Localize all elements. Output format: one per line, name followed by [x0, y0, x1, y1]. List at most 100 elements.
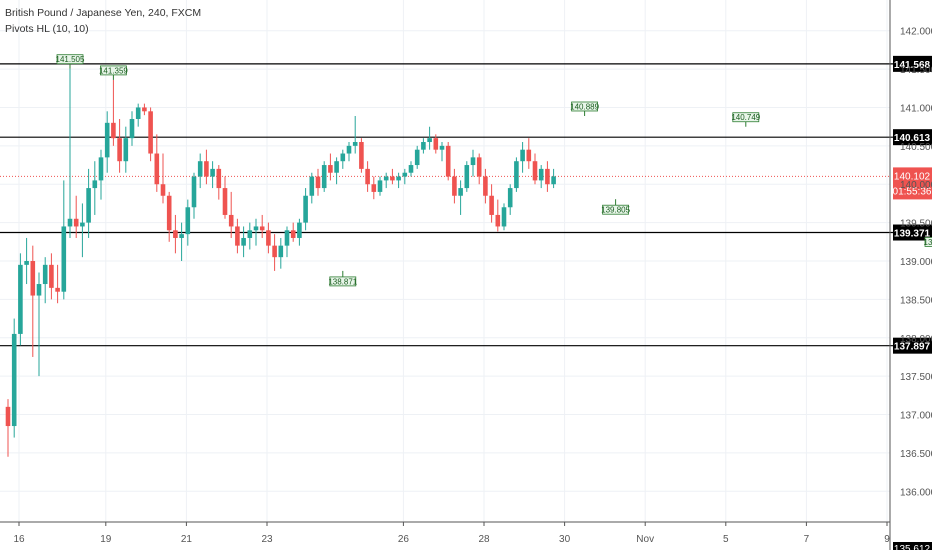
candle-body	[346, 145, 352, 154]
candle-body	[148, 111, 153, 154]
candle	[402, 168, 408, 185]
candle	[383, 172, 389, 189]
candle-body	[421, 142, 426, 150]
candle-body	[123, 138, 129, 162]
candle-body	[383, 176, 389, 181]
candle	[111, 79, 116, 146]
level-price-label: 140.613	[894, 133, 931, 144]
candle	[321, 161, 327, 192]
horizontal-levels[interactable]: 141.568 140.613 139.371 137.897 140.102 01:55…	[0, 55, 932, 354]
y-tick-label: 139.000	[900, 257, 932, 268]
candle	[501, 203, 507, 231]
x-tick-label: 28	[478, 534, 490, 545]
level-price-label: 137.897	[894, 342, 931, 353]
candle	[433, 134, 439, 154]
candle-body	[228, 214, 234, 227]
candle-body	[309, 176, 315, 196]
candle-body	[222, 188, 228, 215]
candle	[36, 272, 42, 377]
candle-body	[445, 145, 451, 177]
candle	[359, 138, 364, 173]
candle	[117, 118, 122, 173]
candle	[408, 161, 414, 177]
candle	[135, 103, 141, 127]
candle	[340, 149, 346, 169]
candle	[545, 161, 550, 192]
candle-body	[30, 261, 36, 296]
candle	[538, 165, 544, 189]
candle-body	[507, 188, 513, 208]
candle	[445, 142, 451, 181]
candle	[197, 153, 203, 189]
candle-body	[160, 184, 166, 196]
x-tick-label: 23	[261, 534, 273, 545]
candle	[551, 168, 556, 189]
candle-body	[538, 168, 544, 181]
candle-body	[86, 188, 91, 223]
pivot-label: 140.749	[731, 113, 760, 122]
candle-body	[334, 161, 339, 173]
candle-body	[61, 226, 67, 292]
candle	[396, 172, 401, 189]
candle	[247, 222, 253, 250]
indicator-label[interactable]: Pivots HL (10, 10)	[5, 23, 89, 35]
candle-body	[73, 218, 79, 227]
candle-body	[489, 195, 494, 215]
candle	[204, 149, 209, 185]
candle	[309, 172, 315, 204]
candle-body	[352, 142, 358, 146]
candle	[365, 161, 370, 192]
candle-body	[80, 222, 85, 227]
candle	[216, 165, 222, 200]
bottom-price-tag	[893, 542, 932, 550]
candle	[129, 111, 135, 146]
candle	[228, 191, 234, 238]
candle-body	[98, 157, 104, 181]
candle	[421, 138, 426, 154]
candles	[5, 68, 556, 457]
candle-body	[210, 168, 215, 177]
pivot-label-box	[732, 112, 760, 123]
pivot-label: 138.871	[328, 277, 357, 286]
level-price-tag	[893, 337, 932, 354]
candle	[123, 126, 129, 173]
candle	[86, 168, 91, 238]
x-tick-label: 21	[181, 534, 193, 545]
candle-body	[476, 157, 482, 177]
candle-body	[185, 207, 191, 235]
candle	[526, 138, 532, 169]
candle	[5, 399, 11, 457]
candle	[377, 176, 383, 196]
candle-body	[464, 165, 470, 189]
candle-body	[390, 176, 395, 181]
candle	[154, 134, 160, 192]
candle-body	[135, 107, 141, 119]
candle	[179, 222, 184, 261]
candle-body	[67, 218, 73, 227]
candle-body	[551, 176, 556, 185]
chart-title: British Pound / Japanese Yen, 240, FXCM	[5, 7, 202, 19]
candle	[42, 257, 48, 304]
pivot-label-box	[924, 237, 932, 247]
pivot-label-box	[100, 65, 127, 76]
level-price-tag	[893, 224, 932, 241]
y-tick-label: 137.000	[900, 411, 932, 422]
candle	[328, 153, 333, 181]
candle-body	[520, 149, 525, 162]
candle	[160, 153, 166, 204]
pivot-label: 139.385	[924, 238, 932, 247]
candle	[80, 203, 85, 258]
pivot-label-box	[56, 54, 84, 65]
candle-body	[18, 264, 23, 334]
x-tick-label: 16	[13, 534, 25, 545]
last-price-tag	[893, 167, 932, 200]
y-tick-label: 140.000	[900, 180, 932, 191]
candle-body	[526, 149, 532, 162]
grid	[0, 0, 890, 522]
y-tick-label: 140.500	[900, 142, 932, 153]
candle-body	[42, 264, 48, 285]
candle-body	[340, 153, 346, 162]
